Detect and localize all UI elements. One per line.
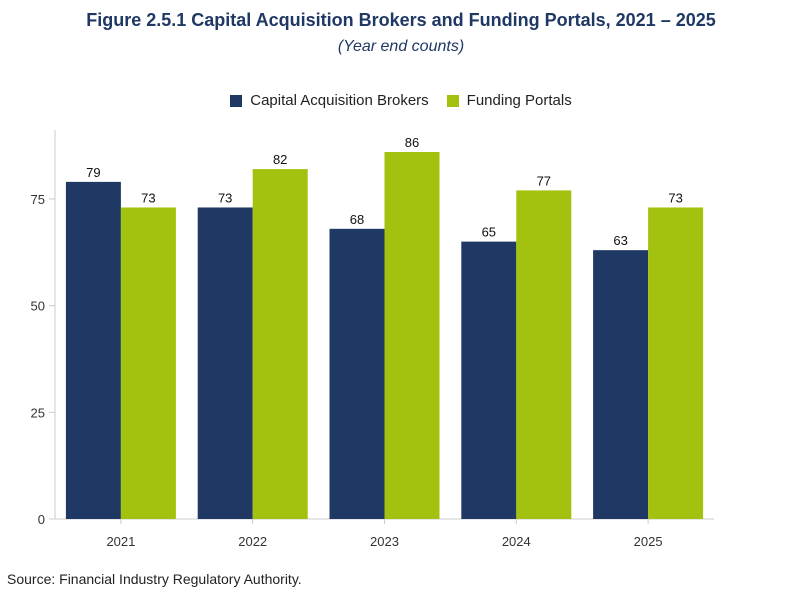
data-label: 73 <box>218 190 232 205</box>
legend-label-fp: Funding Portals <box>466 92 572 109</box>
data-label: 63 <box>613 233 627 248</box>
bar-fp <box>384 152 440 519</box>
data-label: 68 <box>350 212 364 227</box>
chart-subtitle: (Year end counts) <box>337 38 465 55</box>
bar-cab <box>65 181 121 520</box>
data-label: 73 <box>141 190 155 205</box>
y-tick-label: 0 <box>38 512 45 527</box>
chart-title: Figure 2.5.1 Capital Acquisition Brokers… <box>86 10 716 30</box>
y-tick-label: 50 <box>31 299 45 314</box>
data-label: 82 <box>273 152 287 167</box>
x-tick-label: 2025 <box>634 534 663 549</box>
legend-swatch-fp <box>446 94 459 107</box>
data-label: 65 <box>482 225 496 240</box>
data-label: 73 <box>668 190 682 205</box>
bar-cab <box>329 228 385 519</box>
data-label: 79 <box>86 165 100 180</box>
legend: Capital Acquisition Brokers Funding Port… <box>0 92 802 109</box>
y-tick-label: 25 <box>31 405 45 420</box>
x-tick-label: 2021 <box>106 534 135 549</box>
bar-fp <box>120 207 176 519</box>
data-label: 86 <box>405 135 419 150</box>
bar-fp <box>252 169 308 519</box>
x-tick-label: 2022 <box>238 534 267 549</box>
y-tick-label: 75 <box>31 192 45 207</box>
legend-label-cab: Capital Acquisition Brokers <box>250 92 429 109</box>
data-label: 77 <box>537 173 551 188</box>
x-tick-label: 2023 <box>370 534 399 549</box>
bar-fp <box>516 190 572 519</box>
bar-cab <box>593 250 649 519</box>
legend-item-cab: Capital Acquisition Brokers <box>230 92 429 109</box>
legend-item-fp: Funding Portals <box>446 92 572 109</box>
source-note: Source: Financial Industry Regulatory Au… <box>7 571 302 587</box>
bar-cab <box>461 241 517 519</box>
bar-fp <box>648 207 704 519</box>
legend-swatch-cab <box>230 94 243 107</box>
bar-cab <box>197 207 253 519</box>
x-tick-label: 2024 <box>502 534 531 549</box>
